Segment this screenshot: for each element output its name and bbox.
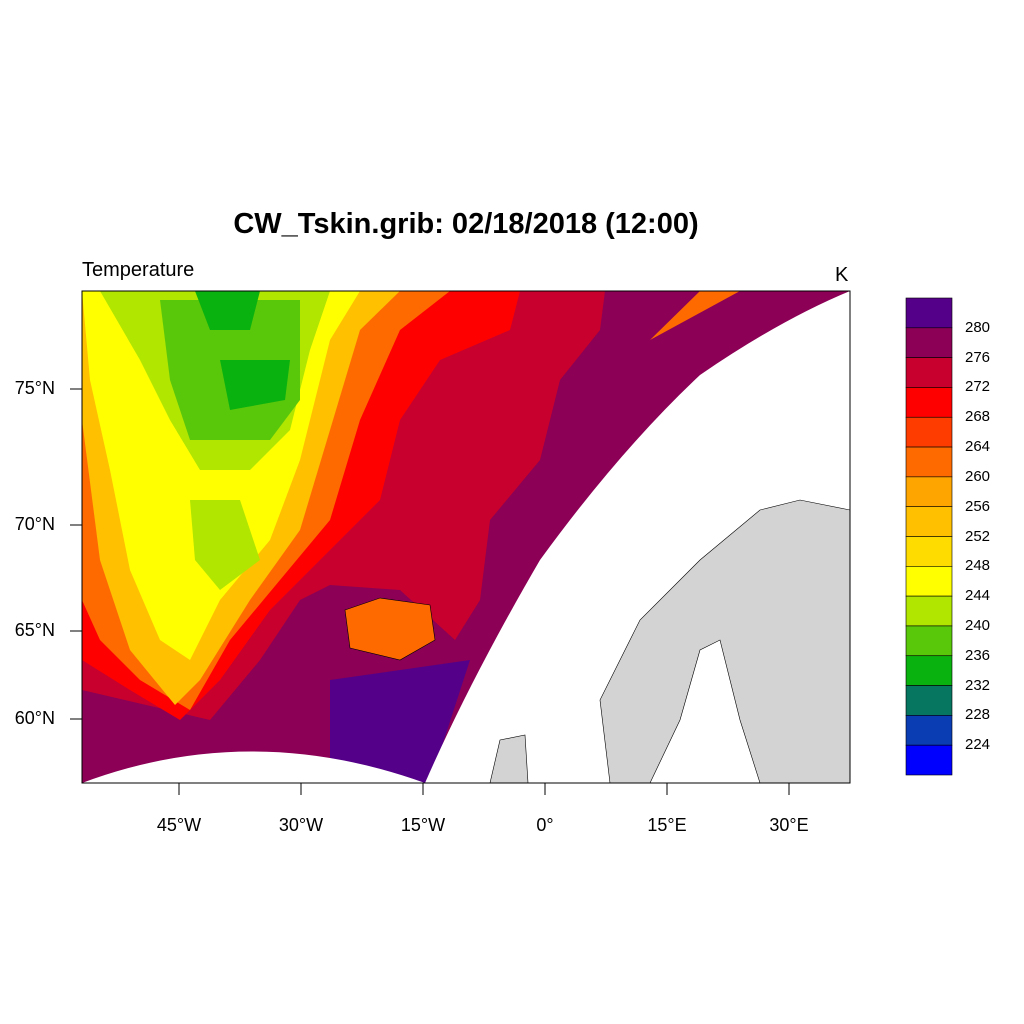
field-280: [330, 660, 470, 783]
colorbar-label: 228: [965, 706, 991, 724]
colorbar-label: 272: [965, 378, 991, 396]
axis-ticks: [70, 388, 790, 795]
colorbar-label: 268: [965, 408, 991, 426]
colorbar-box: [905, 566, 953, 597]
colorbar-box: [905, 357, 953, 388]
colorbar-box: [905, 744, 953, 776]
scandinavia: [599, 499, 850, 783]
units-label: K: [835, 264, 849, 286]
colorbar-label: 260: [965, 467, 991, 485]
lon-label: 15°E: [647, 815, 687, 835]
variable-label: Temperature: [82, 259, 195, 281]
lon-label: 30°E: [769, 815, 809, 835]
lat-label: 75°N: [14, 378, 55, 398]
colorbar-box: [905, 655, 953, 686]
colorbar-label: 276: [965, 348, 991, 366]
map-frame: [81, 290, 851, 784]
colorbar-box: [905, 625, 953, 657]
lat-label: 60°N: [14, 708, 55, 728]
colorbar-box: [905, 387, 953, 418]
colorbar-box: [905, 446, 953, 478]
colorbar-box: [905, 685, 953, 716]
colorbar-box: [905, 536, 953, 567]
colorbar-box: [905, 416, 953, 448]
map-field: [82, 291, 850, 783]
colorbar-box: [905, 715, 953, 746]
lon-label: 15°W: [400, 815, 446, 835]
colorbar-label: 244: [965, 587, 991, 605]
colorbar-label: 256: [965, 497, 991, 515]
lon-label: 0°: [536, 815, 554, 835]
colorbar-label: 232: [965, 676, 991, 694]
british-isles: [489, 734, 529, 783]
colorbar-box: [905, 595, 953, 627]
no-data-bottom: [82, 751, 425, 783]
lon-label: 45°W: [156, 815, 202, 835]
iceland: [344, 597, 436, 661]
colorbar-label: 240: [965, 616, 991, 634]
colorbar: [905, 297, 953, 776]
field-236: [195, 291, 290, 410]
colorbar-label: 224: [965, 736, 991, 754]
colorbar-box: [905, 506, 953, 537]
colorbar-label: 248: [965, 557, 991, 575]
plot-title: CW_Tskin.grib: 02/18/2018 (12:00): [233, 208, 699, 240]
colorbar-label: 252: [965, 527, 991, 545]
colorbar-label: 264: [965, 438, 991, 456]
colorbar-box: [905, 476, 953, 507]
lon-label: 30°W: [278, 815, 324, 835]
colorbar-label: 236: [965, 646, 991, 664]
lat-label: 65°N: [14, 620, 55, 640]
lat-label: 70°N: [14, 514, 55, 534]
colorbar-label: 280: [965, 318, 991, 336]
colorbar-box: [905, 327, 953, 358]
colorbar-box: [905, 297, 953, 329]
svalbard-field: [650, 291, 850, 340]
field-244b: [190, 500, 260, 590]
